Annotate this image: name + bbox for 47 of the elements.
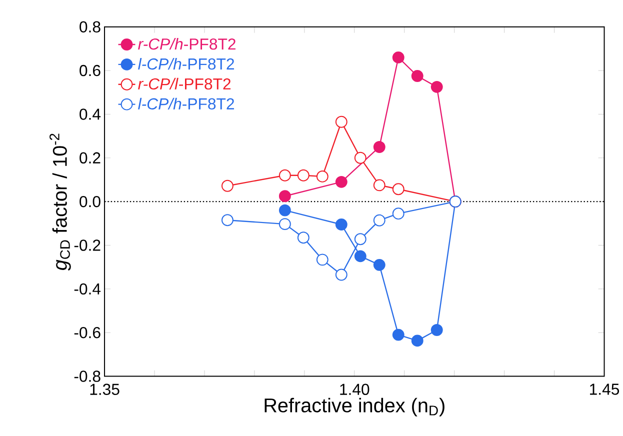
point (354, 233, 366, 246)
point (392, 51, 404, 64)
y-tick-label: -0.6 (74, 326, 100, 338)
point (373, 179, 386, 192)
x-tick-label: 1.40 (340, 384, 370, 396)
y-axis-title: g$_{CD}$ factor / 10$^{-2}$ (50, 134, 71, 271)
point (430, 324, 443, 336)
y-tick-label: 0.0 (80, 196, 100, 208)
point (221, 214, 234, 226)
point (335, 218, 348, 230)
point (297, 232, 310, 244)
point (335, 268, 348, 281)
x-tick-label: 1.35 (90, 384, 120, 396)
point (278, 204, 291, 216)
point (411, 70, 424, 82)
y-tick-label: 0.8 (80, 21, 100, 32)
point (278, 190, 291, 202)
point (335, 176, 348, 188)
point (316, 170, 328, 182)
point (373, 214, 386, 226)
point (373, 141, 386, 153)
point (373, 258, 386, 271)
legend-label: l-CP/h-PF8T2 (138, 58, 234, 70)
point (392, 183, 404, 196)
x-axis-title: Refractive index (n$_{D}$) (264, 398, 444, 416)
point (392, 328, 404, 341)
point (316, 254, 328, 266)
point (354, 152, 366, 164)
point (221, 180, 234, 192)
legend-label: l-CP/h-PF8T2 (138, 98, 234, 110)
x-tick-label: 1.45 (590, 384, 620, 395)
legend-label: r-CP/h-PF8T2 (138, 38, 236, 50)
point (411, 334, 424, 347)
point (278, 169, 291, 182)
point (278, 218, 291, 230)
point (335, 116, 348, 128)
point (354, 250, 366, 262)
y-tick-label: 0.4 (80, 108, 101, 120)
y-tick-label: -0.4 (74, 283, 101, 295)
point (392, 208, 404, 220)
y-tick-label: 0.2 (80, 152, 100, 164)
y-tick-label: -0.8 (74, 370, 100, 382)
y-tick-label: -0.2 (74, 240, 100, 251)
legend-label: r-CP/l-PF8T2 (138, 78, 231, 90)
point (430, 80, 443, 93)
point (297, 169, 310, 182)
y-tick-label: 0.6 (80, 64, 100, 76)
